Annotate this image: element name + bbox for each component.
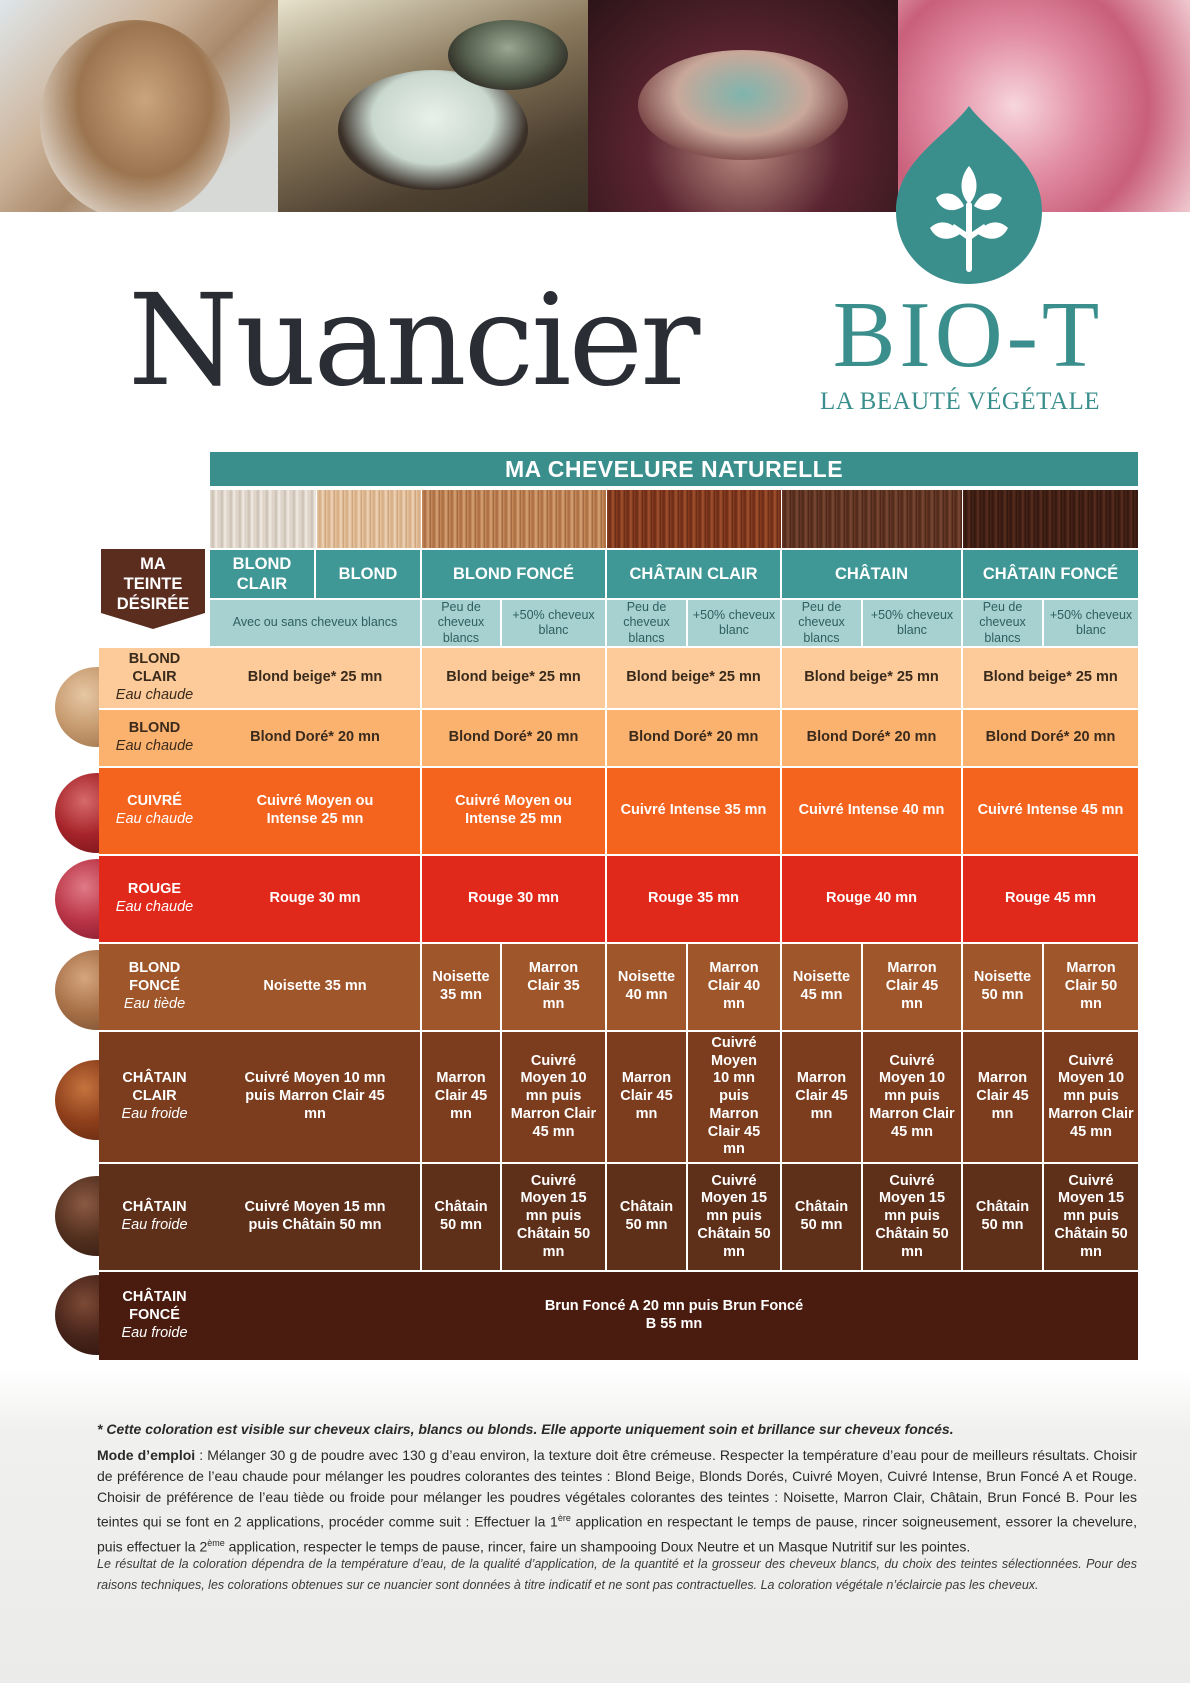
cell-r2-c4: Cuivré Intense 45 mn (963, 768, 1138, 856)
cell-r5-c5: Marron Clair 45 mn (782, 1032, 863, 1164)
cell-r6-c3: Châtain 50 mn (607, 1164, 688, 1272)
cell-r1-c3: Blond Doré* 20 mn (782, 710, 963, 768)
cell-r5-c4: Cuivré Moyen 10 mn puis Marron Clair 45 … (688, 1032, 782, 1164)
col-header-chatain-fonce: CHÂTAIN FONCÉ (963, 550, 1138, 598)
subheader-plus50: +50% cheveux blanc (502, 600, 607, 646)
subheader-avec-ou-sans: Avec ou sans cheveux blancs (210, 600, 422, 646)
row-label-blond-fonce: BLOND FONCÉ Eau tiède (99, 944, 210, 1032)
cell-r3-c1: Rouge 30 mn (422, 856, 607, 944)
brand-tagline: LA BEAUTÉ VÉGÉTALE (819, 388, 1101, 415)
cell-r5-c8: Cuivré Moyen 10 mn puis Marron Clair 45 … (1044, 1032, 1138, 1164)
cell-r2-c1: Cuivré Moyen ou Intense 25 mn (422, 768, 607, 856)
cell-r2-c3: Cuivré Intense 40 mn (782, 768, 963, 856)
subheader-plus50: +50% cheveux blanc (1044, 600, 1138, 646)
tree-leaf-logo-icon (896, 106, 1042, 284)
swatch-blond-fonce (422, 490, 606, 548)
cell-r3-c0: Rouge 30 mn (210, 856, 422, 944)
subheader-peu: Peu de cheveux blancs (782, 600, 863, 646)
swatch-chatain-clair (607, 490, 781, 548)
col-header-chatain-clair: CHÂTAIN CLAIR (607, 550, 782, 598)
page-title: Nuancier (128, 267, 700, 414)
col-header-chatain: CHÂTAIN (782, 550, 963, 598)
cell-r0-c0: Blond beige* 25 mn (210, 648, 422, 710)
cell-r2-c0: Cuivré Moyen ou Intense 25 mn (210, 768, 422, 856)
subheader-peu: Peu de cheveux blancs (963, 600, 1044, 646)
footnote: * Cette coloration est visible sur cheve… (97, 1421, 954, 1437)
cell-r6-c0: Cuivré Moyen 15 mn puis Châtain 50 mn (210, 1164, 422, 1272)
cell-r5-c2: Cuivré Moyen 10 mn puis Marron Clair 45 … (502, 1032, 607, 1164)
cell-r6-c2: Cuivré Moyen 15 mn puis Châtain 50 mn (502, 1164, 607, 1272)
cell-r4-c2: Marron Clair 35 mn (502, 944, 607, 1032)
cell-r3-c4: Rouge 45 mn (963, 856, 1138, 944)
row-label-chatain-clair: CHÂTAIN CLAIR Eau froide (99, 1032, 210, 1164)
cell-r6-c7: Châtain 50 mn (963, 1164, 1044, 1272)
cell-r4-c4: Marron Clair 40 mn (688, 944, 782, 1032)
cell-r5-c6: Cuivré Moyen 10 mn puis Marron Clair 45 … (863, 1032, 963, 1164)
cell-r6-c6: Cuivré Moyen 15 mn puis Châtain 50 mn (863, 1164, 963, 1272)
cell-r3-c2: Rouge 35 mn (607, 856, 782, 944)
cell-r0-c2: Blond beige* 25 mn (607, 648, 782, 710)
cell-r4-c6: Marron Clair 45 mn (863, 944, 963, 1032)
instructions: Mode d’emploi : Mélanger 30 g de poudre … (97, 1447, 1138, 1555)
cell-r7-c0: Brun Foncé A 20 mn puis Brun Foncé B 55 … (210, 1272, 1138, 1360)
cell-r4-c5: Noisette 45 mn (782, 944, 863, 1032)
cell-r6-c5: Châtain 50 mn (782, 1164, 863, 1272)
cell-r0-c4: Blond beige* 25 mn (963, 648, 1138, 710)
cell-r4-c3: Noisette 40 mn (607, 944, 688, 1032)
cell-r5-c0: Cuivré Moyen 10 mn puis Marron Clair 45 … (210, 1032, 422, 1164)
cell-r1-c0: Blond Doré* 20 mn (210, 710, 422, 768)
cell-r4-c1: Noisette 35 mn (422, 944, 502, 1032)
photo-hands-powder (588, 0, 898, 212)
color-chart-table: MA CHEVELURE NATURELLE MA TEINTE DÉSIRÉE… (55, 452, 1138, 1360)
disclaimer: Le résultat de la coloration dépendra de… (97, 1557, 1137, 1592)
subheader-peu: Peu de cheveux blancs (607, 600, 688, 646)
cell-r1-c2: Blond Doré* 20 mn (607, 710, 782, 768)
col-header-blond-fonce: BLOND FONCÉ (422, 550, 607, 598)
col-header-blond: BLOND (316, 550, 422, 598)
cell-r3-c3: Rouge 40 mn (782, 856, 963, 944)
cell-r4-c8: Marron Clair 50 mn (1044, 944, 1138, 1032)
subheader-plus50: +50% cheveux blanc (863, 600, 963, 646)
photo-bath-salt (278, 0, 588, 212)
cell-r1-c4: Blond Doré* 20 mn (963, 710, 1138, 768)
subheader-peu: Peu de cheveux blancs (422, 600, 502, 646)
desired-shade-label: MA TEINTE DÉSIRÉE (101, 549, 205, 629)
cell-r0-c1: Blond beige* 25 mn (422, 648, 607, 710)
cell-r5-c3: Marron Clair 45 mn (607, 1032, 688, 1164)
instructions-label: Mode d’emploi (97, 1447, 196, 1463)
cell-r5-c7: Marron Clair 45 mn (963, 1032, 1044, 1164)
cell-r6-c4: Cuivré Moyen 15 mn puis Châtain 50 mn (688, 1164, 782, 1272)
row-label-blond-clair: BLOND CLAIR Eau chaude (99, 648, 210, 710)
cell-r6-c8: Cuivré Moyen 15 mn puis Châtain 50 mn (1044, 1164, 1138, 1272)
cell-r6-c1: Châtain 50 mn (422, 1164, 502, 1272)
row-label-chatain: CHÂTAIN Eau froide (99, 1164, 210, 1272)
swatch-blond (317, 490, 421, 548)
cell-r0-c3: Blond beige* 25 mn (782, 648, 963, 710)
swatch-blond-clair (210, 490, 316, 548)
cell-r2-c2: Cuivré Intense 35 mn (607, 768, 782, 856)
brand-name: BIO-T (832, 283, 1104, 387)
footer-background (0, 1370, 1190, 1683)
row-label-blond: BLOND Eau chaude (99, 710, 210, 768)
row-label-rouge: ROUGE Eau chaude (99, 856, 210, 944)
swatch-chatain (782, 490, 962, 548)
cell-r5-c1: Marron Clair 45 mn (422, 1032, 502, 1164)
swatch-chatain-fonce (963, 490, 1138, 548)
row-label-cuivre: CUIVRÉ Eau chaude (99, 768, 210, 856)
natural-hair-header: MA CHEVELURE NATURELLE (210, 452, 1138, 486)
cell-r4-c0: Noisette 35 mn (210, 944, 422, 1032)
col-header-blond-clair: BLOND CLAIR (210, 550, 316, 598)
row-label-chatain-fonce: CHÂTAIN FONCÉ Eau froide (99, 1272, 210, 1360)
cell-r1-c1: Blond Doré* 20 mn (422, 710, 607, 768)
subheader-plus50: +50% cheveux blanc (688, 600, 782, 646)
cell-r4-c7: Noisette 50 mn (963, 944, 1044, 1032)
photo-hair-bun (0, 0, 278, 212)
